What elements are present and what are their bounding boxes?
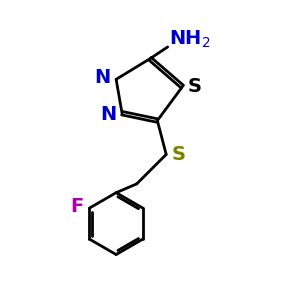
Text: S: S (188, 77, 202, 96)
Text: N: N (94, 68, 111, 87)
Text: NH$_2$: NH$_2$ (169, 29, 211, 50)
Text: F: F (70, 197, 83, 216)
Text: N: N (100, 105, 117, 124)
Text: S: S (172, 145, 185, 164)
